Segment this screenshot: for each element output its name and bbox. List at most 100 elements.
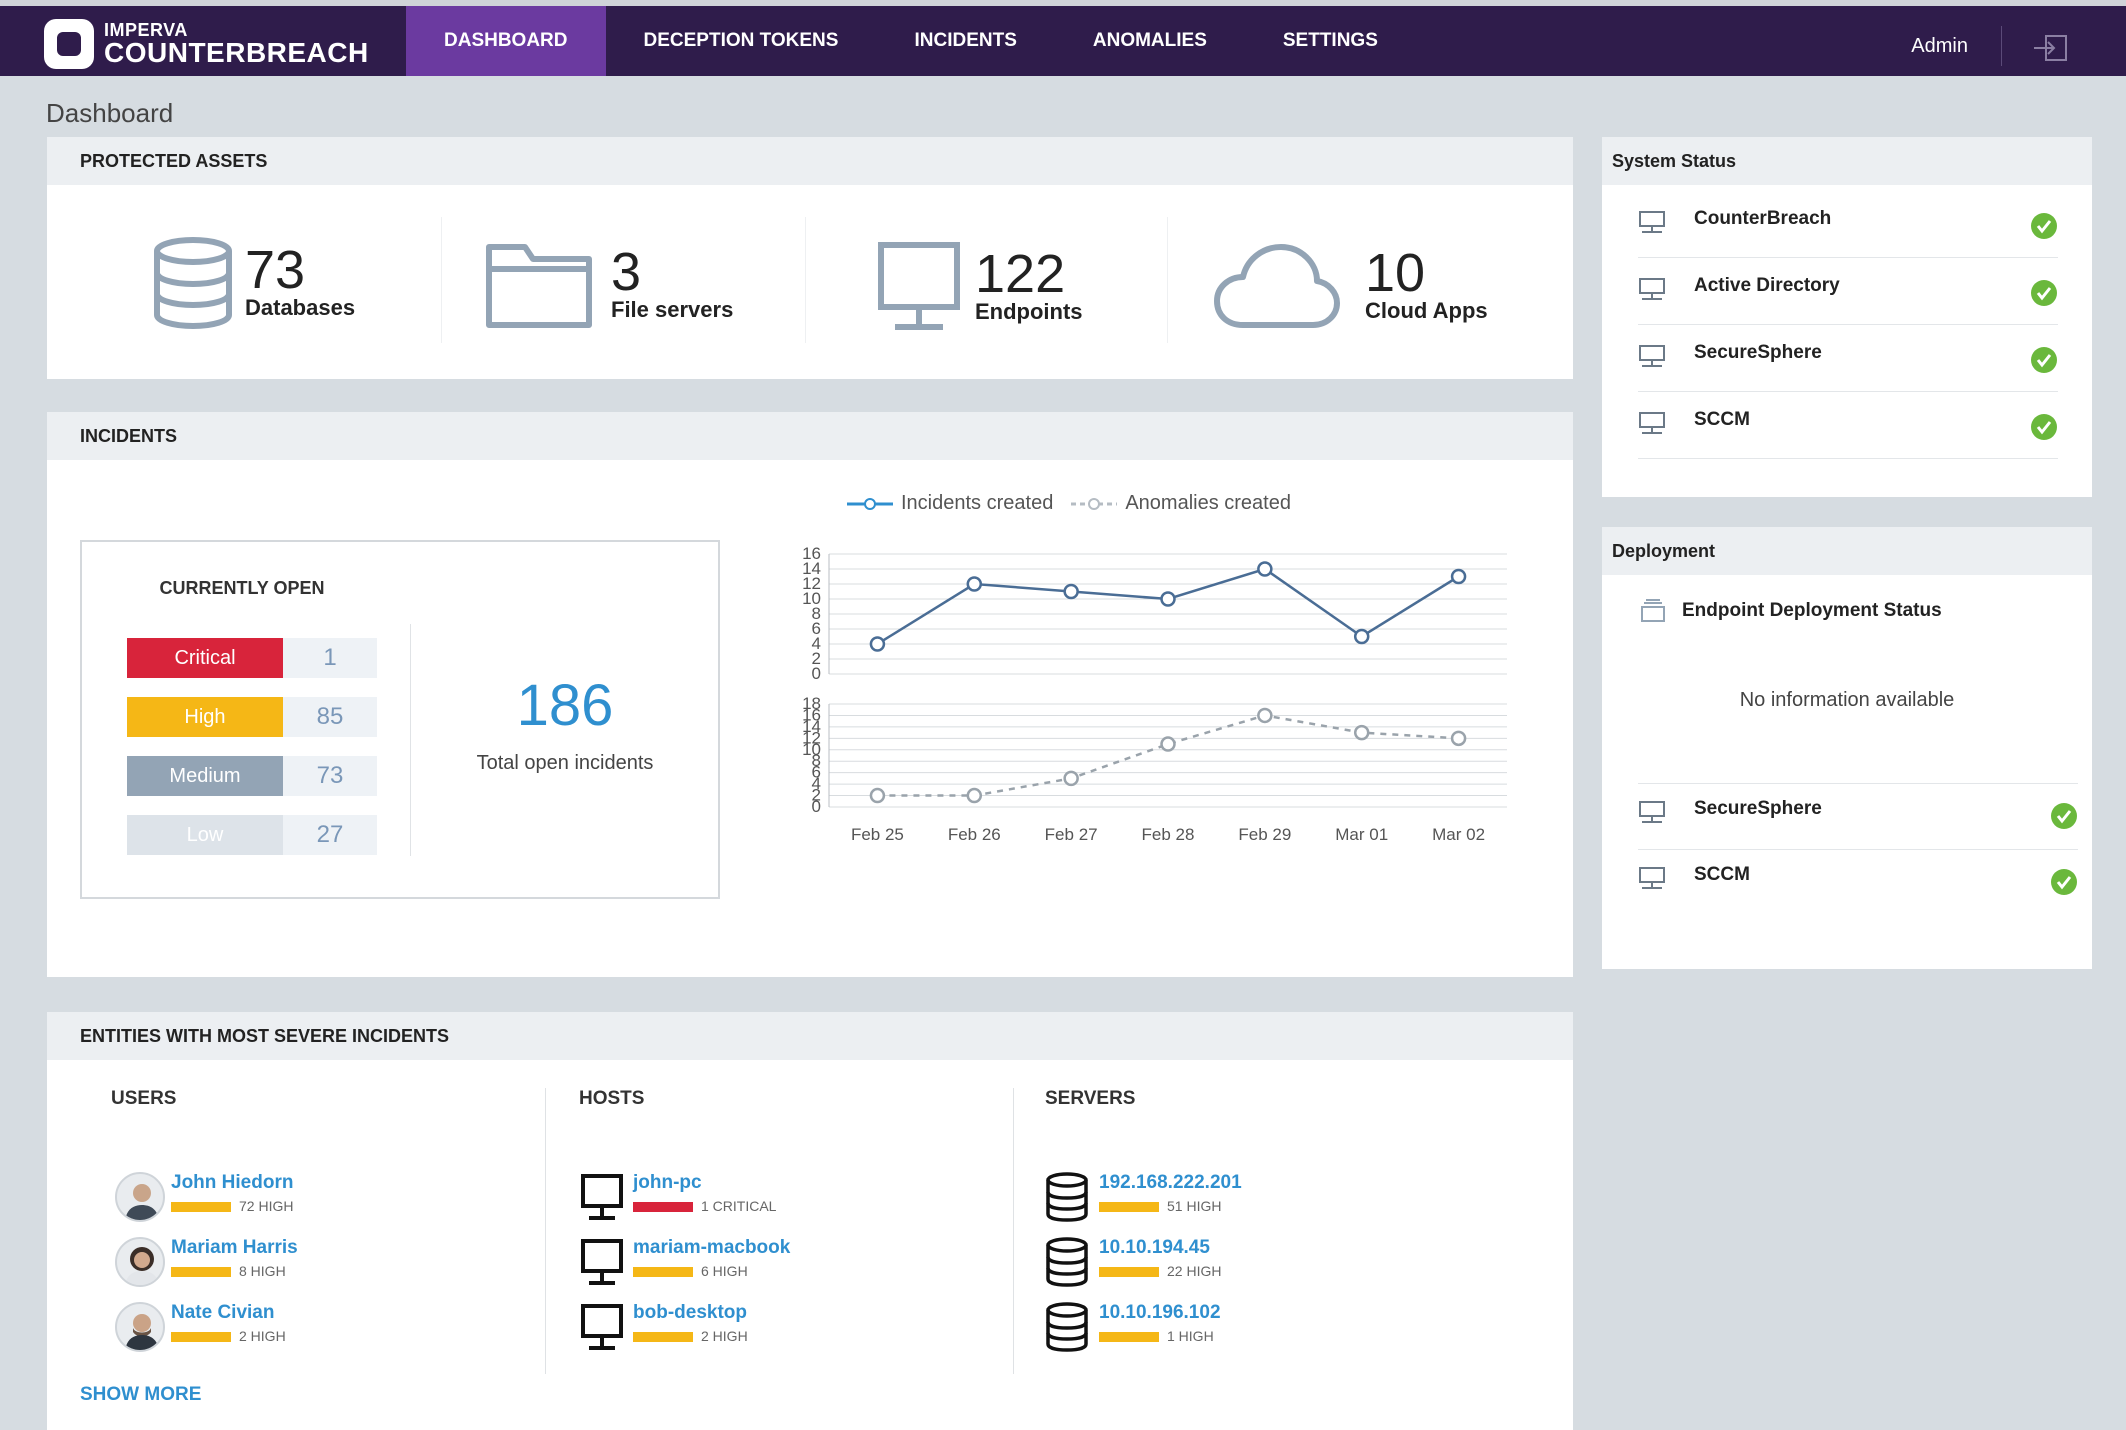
x-tick-label: Feb 29 bbox=[1238, 825, 1291, 844]
asset-cloud-apps[interactable]: 10 Cloud Apps bbox=[1213, 241, 1488, 331]
asset-databases[interactable]: 73 Databases bbox=[151, 237, 355, 329]
entity-name[interactable]: john-pc bbox=[633, 1172, 702, 1193]
entity-name[interactable]: Mariam Harris bbox=[171, 1237, 298, 1258]
avatar bbox=[115, 1237, 165, 1287]
x-tick-label: Feb 28 bbox=[1142, 825, 1195, 844]
entity-name[interactable]: Nate Civian bbox=[171, 1302, 275, 1323]
entity-name[interactable]: 10.10.196.102 bbox=[1099, 1302, 1221, 1323]
cloud-icon bbox=[1214, 244, 1340, 328]
legend-label: Incidents created bbox=[901, 492, 1054, 514]
currently-open-title: CURRENTLY OPEN bbox=[159, 578, 325, 598]
severity-label: Medium bbox=[127, 756, 283, 796]
data-point bbox=[869, 636, 886, 652]
status-label: SecureSphere bbox=[1694, 342, 1822, 363]
data-point bbox=[1450, 730, 1467, 747]
asset-divider bbox=[1167, 217, 1168, 343]
nav-dashboard[interactable]: DASHBOARD bbox=[406, 6, 606, 76]
users-column-title: USERS bbox=[111, 1088, 177, 1109]
entity-count: 51 HIGH bbox=[1167, 1198, 1222, 1214]
data-point bbox=[1353, 628, 1370, 645]
entity-count: 8 HIGH bbox=[239, 1263, 286, 1279]
column-divider bbox=[545, 1088, 546, 1374]
y-tick-label: 16 bbox=[802, 544, 821, 563]
server-icon bbox=[1639, 278, 1665, 300]
severity-critical[interactable]: Critical 1 bbox=[127, 638, 377, 678]
folder-icon bbox=[486, 244, 592, 328]
y-tick-label: 2 bbox=[812, 649, 821, 668]
computer-icon bbox=[581, 1304, 623, 1350]
status-label: SCCM bbox=[1694, 409, 1750, 430]
severity-low[interactable]: Low 27 bbox=[127, 815, 377, 855]
severity-bar bbox=[171, 1267, 231, 1277]
database-icon bbox=[1046, 1172, 1088, 1222]
logout-icon[interactable] bbox=[2034, 34, 2068, 62]
logo-product: COUNTERBREACH bbox=[104, 37, 369, 68]
entity-name[interactable]: 192.168.222.201 bbox=[1099, 1172, 1242, 1193]
entities-title: ENTITIES WITH MOST SEVERE INCIDENTS bbox=[47, 1012, 1573, 1060]
data-point bbox=[869, 787, 886, 804]
y-tick-label: 14 bbox=[802, 717, 821, 736]
legend-solid-marker-icon bbox=[847, 497, 893, 510]
nav-settings[interactable]: SETTINGS bbox=[1282, 30, 1378, 51]
status-row-sccm[interactable]: SCCM bbox=[1638, 393, 2058, 459]
nav-deception-tokens[interactable]: DECEPTION TOKENS bbox=[643, 30, 839, 51]
entity-name[interactable]: John Hiedorn bbox=[171, 1172, 294, 1193]
data-point bbox=[1257, 561, 1273, 577]
severity-bar bbox=[1099, 1332, 1159, 1342]
severity-count: 73 bbox=[283, 756, 377, 796]
status-row-active-directory[interactable]: Active Directory bbox=[1638, 259, 2058, 325]
imperva-logo[interactable]: IMPERVA COUNTERBREACH bbox=[44, 14, 369, 74]
server-icon bbox=[1639, 345, 1665, 367]
entity-name[interactable]: mariam-macbook bbox=[633, 1237, 791, 1258]
show-more-link[interactable]: SHOW MORE bbox=[80, 1384, 202, 1405]
no-information-text: No information available bbox=[1739, 689, 1955, 711]
column-divider bbox=[1013, 1088, 1014, 1374]
total-open-count[interactable]: 186 bbox=[516, 673, 614, 738]
data-point bbox=[1063, 770, 1079, 787]
severity-high[interactable]: High 85 bbox=[127, 697, 377, 737]
server-icon bbox=[1639, 867, 1665, 889]
entity-name[interactable]: bob-desktop bbox=[633, 1302, 747, 1323]
y-tick-label: 12 bbox=[802, 574, 821, 593]
incidents-panel: INCIDENTS CURRENTLY OPEN Critical 1 High… bbox=[47, 412, 1573, 977]
severity-medium[interactable]: Medium 73 bbox=[127, 756, 377, 796]
computer-icon bbox=[581, 1239, 623, 1285]
status-label: CounterBreach bbox=[1694, 208, 1832, 229]
asset-count: 3 bbox=[611, 242, 642, 302]
user-menu-admin[interactable]: Admin bbox=[1911, 35, 1968, 57]
asset-count: 73 bbox=[245, 240, 306, 300]
x-tick-label: Feb 27 bbox=[1045, 825, 1098, 844]
y-tick-label: 4 bbox=[812, 634, 821, 653]
severity-count: 27 bbox=[283, 815, 377, 855]
avatar bbox=[115, 1172, 165, 1222]
x-tick-label: Feb 25 bbox=[851, 825, 904, 844]
severity-count: 85 bbox=[283, 697, 377, 737]
nav-incidents[interactable]: INCIDENTS bbox=[914, 30, 1017, 51]
nav-anomalies[interactable]: ANOMALIES bbox=[1092, 30, 1207, 51]
y-tick-label: 8 bbox=[812, 604, 821, 623]
logo-company: IMPERVA bbox=[104, 20, 188, 40]
x-tick-label: Feb 26 bbox=[948, 825, 1001, 844]
y-tick-label: 10 bbox=[802, 740, 821, 759]
deploy-row-sccm[interactable]: SCCM bbox=[1638, 849, 2078, 915]
legend-anomalies-created[interactable]: Anomalies created bbox=[1071, 492, 1291, 515]
legend-label: Anomalies created bbox=[1125, 492, 1291, 514]
check-circle-icon bbox=[2051, 869, 2077, 895]
severity-bar bbox=[1099, 1202, 1159, 1212]
server-icon bbox=[1639, 211, 1665, 233]
asset-file-servers[interactable]: 3 File servers bbox=[485, 241, 733, 329]
asset-endpoints[interactable]: 122 Endpoints bbox=[877, 241, 1083, 333]
deploy-row-securesphere[interactable]: SecureSphere bbox=[1638, 783, 2078, 849]
legend-dashed-marker-icon bbox=[1071, 497, 1118, 510]
deploy-label: SCCM bbox=[1694, 864, 1750, 885]
check-circle-icon bbox=[2031, 280, 2057, 306]
database-icon bbox=[1046, 1302, 1088, 1352]
legend-incidents-created[interactable]: Incidents created bbox=[847, 492, 1053, 515]
endpoint-deployment-status: Endpoint Deployment Status bbox=[1640, 599, 1942, 623]
status-row-securesphere[interactable]: SecureSphere bbox=[1638, 326, 2058, 392]
severity-count: 1 bbox=[283, 638, 377, 678]
status-row-counterbreach[interactable]: CounterBreach bbox=[1638, 192, 2058, 258]
entity-name[interactable]: 10.10.194.45 bbox=[1099, 1237, 1210, 1258]
check-circle-icon bbox=[2031, 347, 2057, 373]
